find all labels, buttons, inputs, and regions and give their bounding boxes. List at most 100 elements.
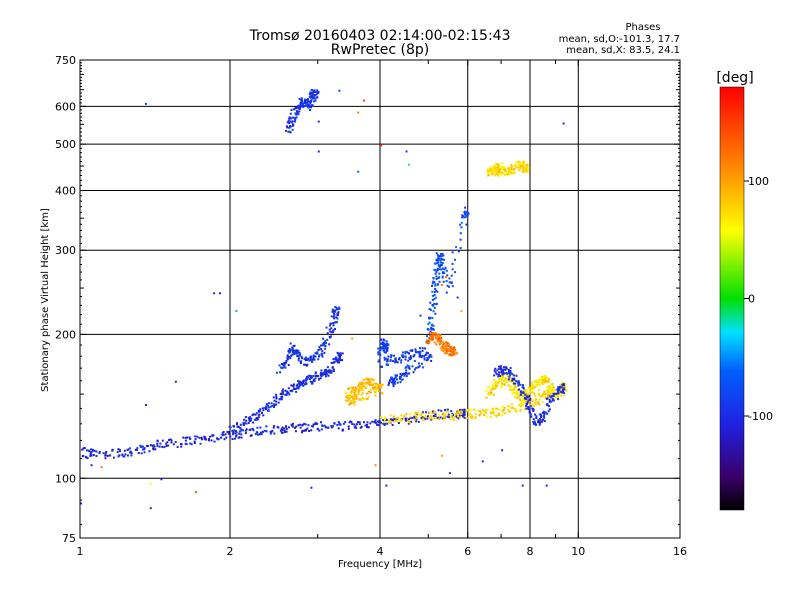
data-point bbox=[347, 425, 350, 428]
data-point bbox=[403, 415, 406, 418]
data-point bbox=[519, 393, 522, 396]
data-point bbox=[424, 411, 427, 414]
data-point bbox=[459, 416, 462, 419]
data-point bbox=[180, 445, 183, 448]
data-point bbox=[468, 413, 471, 416]
data-point bbox=[308, 374, 311, 377]
data-point bbox=[494, 387, 497, 390]
data-point bbox=[509, 371, 512, 374]
data-point bbox=[558, 387, 561, 390]
data-point bbox=[242, 424, 245, 427]
data-point bbox=[140, 446, 143, 449]
data-point bbox=[457, 250, 460, 253]
data-point bbox=[165, 442, 168, 445]
data-point bbox=[503, 166, 506, 169]
data-point bbox=[493, 386, 496, 389]
data-point bbox=[518, 161, 521, 164]
data-point bbox=[465, 416, 468, 419]
data-point bbox=[314, 372, 317, 375]
data-point bbox=[141, 448, 144, 451]
data-point bbox=[464, 215, 467, 218]
data-point bbox=[522, 404, 525, 407]
data-point bbox=[546, 397, 549, 400]
data-point bbox=[320, 421, 323, 424]
data-point bbox=[521, 163, 524, 166]
data-point bbox=[444, 266, 447, 269]
data-point bbox=[393, 418, 396, 421]
data-point bbox=[308, 108, 311, 111]
data-point bbox=[311, 93, 314, 96]
data-point bbox=[373, 421, 376, 424]
data-point bbox=[98, 450, 101, 453]
data-point bbox=[198, 436, 201, 439]
data-point bbox=[431, 412, 434, 415]
data-point bbox=[326, 332, 329, 335]
data-point bbox=[207, 439, 210, 442]
data-point bbox=[369, 381, 372, 384]
data-point bbox=[149, 482, 152, 485]
data-point bbox=[296, 109, 299, 112]
data-point bbox=[456, 296, 459, 299]
data-point bbox=[403, 374, 406, 377]
data-point bbox=[444, 346, 447, 349]
data-point bbox=[409, 355, 412, 358]
data-point bbox=[281, 388, 284, 391]
data-point bbox=[170, 441, 173, 444]
data-point bbox=[333, 310, 336, 313]
data-point bbox=[382, 349, 385, 352]
data-point bbox=[517, 388, 520, 391]
y-axis-label: Stationary phase Virtual Height [km] bbox=[40, 208, 51, 392]
data-point bbox=[408, 367, 411, 370]
data-point bbox=[254, 433, 257, 436]
data-point bbox=[413, 353, 416, 356]
data-point bbox=[199, 442, 202, 445]
data-point bbox=[385, 340, 388, 343]
data-point bbox=[380, 416, 383, 419]
data-point bbox=[533, 392, 536, 395]
data-point bbox=[363, 99, 366, 102]
data-point bbox=[174, 380, 177, 383]
data-point bbox=[495, 415, 498, 418]
data-point bbox=[362, 382, 365, 385]
data-point bbox=[364, 387, 367, 390]
data-point bbox=[249, 418, 252, 421]
data-point bbox=[530, 398, 533, 401]
data-point bbox=[428, 340, 431, 343]
data-point bbox=[361, 386, 364, 389]
data-point bbox=[515, 374, 518, 377]
data-point bbox=[366, 423, 369, 426]
data-point bbox=[496, 164, 499, 167]
data-point bbox=[509, 367, 512, 370]
data-point bbox=[522, 387, 525, 390]
data-point bbox=[327, 426, 330, 429]
data-point bbox=[288, 116, 291, 119]
data-point bbox=[446, 415, 449, 418]
data-point bbox=[316, 427, 319, 430]
data-point bbox=[385, 345, 388, 348]
data-point bbox=[257, 413, 260, 416]
data-point bbox=[444, 345, 447, 348]
data-point bbox=[362, 397, 365, 400]
data-point bbox=[531, 381, 534, 384]
data-point bbox=[494, 367, 497, 370]
data-point bbox=[434, 283, 437, 286]
data-point bbox=[350, 386, 353, 389]
data-point bbox=[379, 383, 382, 386]
data-point bbox=[86, 449, 89, 452]
data-point bbox=[438, 268, 441, 271]
data-point bbox=[538, 380, 541, 383]
data-point bbox=[501, 162, 504, 165]
data-point bbox=[186, 436, 189, 439]
data-point bbox=[548, 398, 551, 401]
data-point bbox=[502, 366, 505, 369]
data-point bbox=[286, 358, 289, 361]
data-point bbox=[400, 374, 403, 377]
data-point bbox=[415, 351, 418, 354]
data-point bbox=[535, 384, 538, 387]
data-point bbox=[273, 405, 276, 408]
data-point bbox=[352, 386, 355, 389]
data-point bbox=[446, 344, 449, 347]
data-point bbox=[338, 306, 341, 309]
data-point bbox=[451, 285, 454, 288]
